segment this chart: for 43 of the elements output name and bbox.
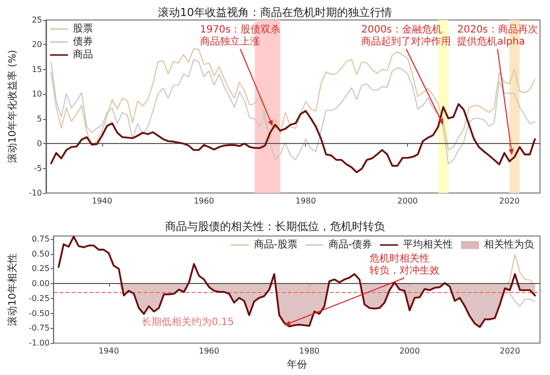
annotation: 危机时相关性转负，对冲生效: [369, 252, 440, 276]
x-tick-label: 2000: [397, 196, 418, 206]
y-tick-label: -0.50: [28, 308, 50, 318]
y-tick-label: 15: [32, 64, 42, 74]
x-tick-label: 1980: [299, 346, 320, 356]
x-tick-label: 2020: [500, 346, 520, 356]
y-tick-label: 0.25: [32, 264, 50, 274]
x-tick-label: 1940: [92, 196, 112, 206]
legend-label: 股票: [73, 24, 93, 34]
annotation: 2000s：金融危机商品起到了对冲作用: [361, 24, 452, 48]
y-tick-label: 20: [32, 40, 42, 50]
x-tick-label: 2000: [399, 346, 420, 356]
y-tick-label: -0.25: [28, 294, 50, 303]
y-tick-label: 25: [32, 16, 42, 24]
x-tick-label: 1960: [194, 196, 214, 206]
x-axis-title: 年份: [286, 358, 307, 370]
y-tick-label: -1.00: [28, 338, 50, 348]
legend-label: 债券: [73, 36, 93, 48]
annotation: 1970s：股债双杀商品独立上涨: [200, 24, 281, 48]
legend-label: 平均相关性: [403, 238, 453, 250]
x-tick-label: 2020: [499, 196, 520, 206]
x-tick-label: 1960: [198, 346, 220, 356]
annotation: 2020s：商品再次提供危机alpha: [457, 24, 538, 48]
legend-label: 商品-股票: [254, 238, 298, 250]
y-tick-label: 5: [36, 114, 42, 124]
legend-label: 相关性为负: [484, 238, 534, 250]
y-tick-label: 0.75: [32, 234, 50, 244]
y-tick-label: 10: [32, 90, 42, 99]
chart-title: 滚动10年收益视角：商品在危机时期的独立行情: [158, 6, 392, 19]
x-tick-label: 1940: [98, 346, 119, 356]
y-tick-label: 0.50: [32, 249, 50, 258]
y-tick-label: 0: [36, 139, 42, 148]
y-axis-title: 滚动10年年化收益率 (%): [6, 50, 18, 164]
y-axis-title: 滚动10年相关性: [6, 253, 18, 326]
legend-label: 商品-债券: [328, 238, 372, 250]
legend-label: 商品: [73, 48, 93, 60]
y-tick-label: 0.00: [32, 279, 50, 288]
x-tick-label: 1980: [296, 196, 316, 206]
y-tick-label: -0.75: [28, 324, 50, 333]
chart-title: 商品与股债的相关性：长期低位，危机时转负: [165, 220, 385, 233]
y-tick-label: -10: [28, 188, 42, 198]
ref-line-label: 长期低相关约为0.15: [142, 316, 234, 328]
y-tick-label: -5: [34, 164, 42, 173]
